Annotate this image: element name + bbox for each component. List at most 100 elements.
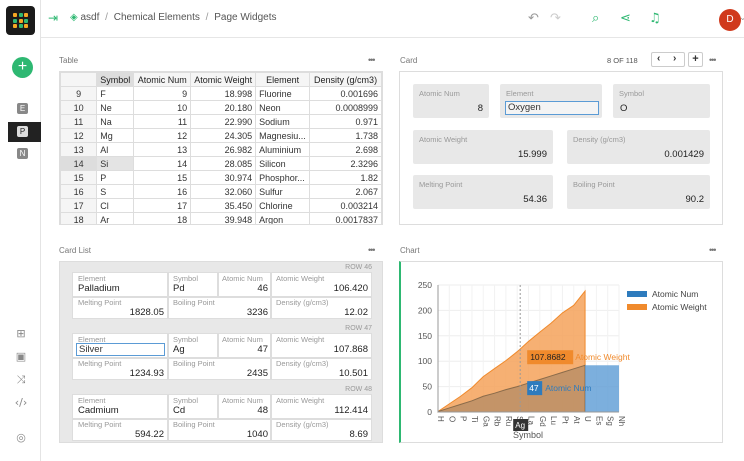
table-cell-symbol[interactable]: Si	[96, 156, 135, 171]
table-row[interactable]: 10 Ne 10 20.180 Neon 0.0008999	[60, 100, 382, 115]
table-cell-num[interactable]: 16	[133, 184, 192, 199]
hierarchy-icon[interactable]: ⊞	[16, 327, 26, 340]
table-cell-num[interactable]: 12	[133, 128, 192, 143]
redo-icon[interactable]: ↷	[550, 11, 561, 26]
table-cell-symbol[interactable]: Na	[96, 114, 135, 129]
table-cell-density[interactable]: 2.067	[309, 184, 382, 199]
table-cell-num[interactable]: 17	[133, 198, 192, 213]
nav-item-n[interactable]: N	[17, 148, 28, 159]
chart-menu-icon[interactable]: •••	[709, 245, 717, 255]
table-cell-density[interactable]: 0.971	[309, 114, 382, 129]
table-cell-symbol[interactable]: P	[96, 170, 135, 185]
add-button[interactable]: +	[12, 57, 33, 78]
app-logo[interactable]	[6, 6, 35, 35]
table-cell-weight[interactable]: 24.305	[190, 128, 257, 143]
settings-icon[interactable]: ◎	[16, 431, 26, 444]
table-cell-num[interactable]: 18	[133, 212, 192, 224]
table-row[interactable]: 17 Cl 17 35.450 Chlorine 0.003214	[60, 198, 382, 213]
table-cell-element[interactable]: Fluorine	[255, 86, 311, 101]
table-cell-density[interactable]: 2.698	[309, 142, 382, 157]
nav-item-p[interactable]: P	[17, 126, 28, 137]
table-row[interactable]: 16 S 16 32.060 Sulfur 2.067	[60, 184, 382, 199]
table-cell-element[interactable]: Magnesiu...	[255, 128, 311, 143]
table-cell-element[interactable]: Sulfur	[255, 184, 311, 199]
bell-icon[interactable]: ♫	[649, 11, 661, 26]
table-cell-density[interactable]: 0.0008999	[309, 100, 382, 115]
nav-item-e[interactable]: E	[17, 103, 28, 114]
table-cell-density[interactable]: 1.82	[309, 170, 382, 185]
table-cell-element[interactable]: Phosphor...	[255, 170, 311, 185]
collapse-sidebar-icon[interactable]: ⇥	[48, 11, 59, 25]
chevron-down-icon[interactable]: ⌄	[739, 12, 744, 22]
table-cell-element[interactable]: Sodium	[255, 114, 311, 129]
table-row[interactable]: 14 Si 14 28.085 Silicon 2.3296	[60, 156, 382, 171]
image-icon[interactable]: ▣	[15, 350, 27, 363]
table-cell-num[interactable]: 14	[133, 156, 192, 171]
table-row[interactable]: 15 P 15 30.974 Phosphor... 1.82	[60, 170, 382, 185]
search-icon[interactable]: ⌕	[592, 11, 600, 26]
col-header-atomic-weight[interactable]: Atomic Weight	[190, 72, 257, 87]
code-icon[interactable]: ‹/›	[14, 396, 28, 409]
avatar[interactable]: D	[719, 9, 741, 31]
table-cell-weight[interactable]: 26.982	[190, 142, 257, 157]
table-cell-num[interactable]: 15	[133, 170, 192, 185]
table-row[interactable]: 18 Ar 18 39.948 Argon 0.0017837	[60, 212, 382, 224]
table-cell-num[interactable]: 13	[133, 142, 192, 157]
table-cell-density[interactable]: 0.0017837	[309, 212, 382, 224]
card-menu-icon[interactable]: •••	[709, 55, 717, 65]
table-cell-weight[interactable]: 18.998	[190, 86, 257, 101]
table-cell-element[interactable]: Aluminium	[255, 142, 311, 157]
table-menu-icon[interactable]: •••	[368, 55, 376, 65]
tooltip-atomic-weight-box	[527, 350, 574, 365]
table-cell-weight[interactable]: 32.060	[190, 184, 257, 199]
undo-icon[interactable]: ↶	[528, 11, 539, 26]
table-cell-symbol[interactable]: Mg	[96, 128, 135, 143]
table-cell-weight[interactable]: 22.990	[190, 114, 257, 129]
table-cell-symbol[interactable]: F	[96, 86, 135, 101]
col-header-atomic-num[interactable]: Atomic Num	[133, 72, 192, 87]
table-cell-symbol[interactable]: Al	[96, 142, 135, 157]
table-cell-element[interactable]: Argon	[255, 212, 311, 224]
table-cell-symbol[interactable]: Ne	[96, 100, 135, 115]
breadcrumb-table[interactable]: Chemical Elements	[113, 12, 200, 23]
col-header-symbol[interactable]: Symbol	[96, 72, 135, 87]
table-row[interactable]: 11 Na 11 22.990 Sodium 0.971	[60, 114, 382, 129]
card-add-icon[interactable]: +	[688, 52, 703, 67]
table-cell-weight[interactable]: 20.180	[190, 100, 257, 115]
share-icon[interactable]: ⋖	[620, 11, 631, 26]
element-input[interactable]: Oxygen	[505, 101, 599, 115]
table-cell-rn: 15	[60, 170, 98, 185]
breadcrumb-project[interactable]: asdf	[80, 12, 100, 23]
table-cell-density[interactable]: 2.3296	[309, 156, 382, 171]
table-row[interactable]: 12 Mg 12 24.305 Magnesiu... 1.738	[60, 128, 382, 143]
table-cell-weight[interactable]: 30.974	[190, 170, 257, 185]
table-row[interactable]: 13 Al 13 26.982 Aluminium 2.698	[60, 142, 382, 157]
list-card[interactable]: ROW 48 Element Cadmium Symbol Cd Atomic …	[60, 384, 382, 442]
table-cell-weight[interactable]: 35.450	[190, 198, 257, 213]
table-cell-element[interactable]: Silicon	[255, 156, 311, 171]
table-cell-density[interactable]: 1.738	[309, 128, 382, 143]
table-cell-element[interactable]: Chlorine	[255, 198, 311, 213]
table-cell-symbol[interactable]: Cl	[96, 198, 135, 213]
shuffle-icon[interactable]: ⤨	[16, 373, 26, 386]
table-cell-weight[interactable]: 28.085	[190, 156, 257, 171]
table-cell-weight[interactable]: 39.948	[190, 212, 257, 224]
cardlist-menu-icon[interactable]: •••	[368, 245, 376, 255]
next-icon[interactable]: ›	[673, 53, 677, 64]
table-cell-num[interactable]: 11	[133, 114, 192, 129]
list-card[interactable]: ROW 46 Element Palladium Symbol Pd Atomi…	[60, 262, 382, 323]
col-header-element[interactable]: Element	[255, 72, 311, 87]
table-cell-element[interactable]: Neon	[255, 100, 311, 115]
table-cell-symbol[interactable]: Ar	[96, 212, 135, 224]
table-cell-density[interactable]: 0.003214	[309, 198, 382, 213]
element-input[interactable]: Silver	[76, 343, 165, 356]
table-cell-num[interactable]: 10	[133, 100, 192, 115]
table-row[interactable]: 9 F 9 18.998 Fluorine 0.001696	[60, 86, 382, 101]
table-cell-density[interactable]: 0.001696	[309, 86, 382, 101]
list-card[interactable]: ROW 47 Element Silver Symbol Ag Atomic N…	[60, 323, 382, 384]
table-cell-symbol[interactable]: S	[96, 184, 135, 199]
card-title: Card	[400, 56, 418, 65]
prev-icon[interactable]: ‹	[657, 53, 661, 64]
col-header-density[interactable]: Density (g/cm3)	[309, 72, 382, 87]
table-cell-num[interactable]: 9	[133, 86, 192, 101]
